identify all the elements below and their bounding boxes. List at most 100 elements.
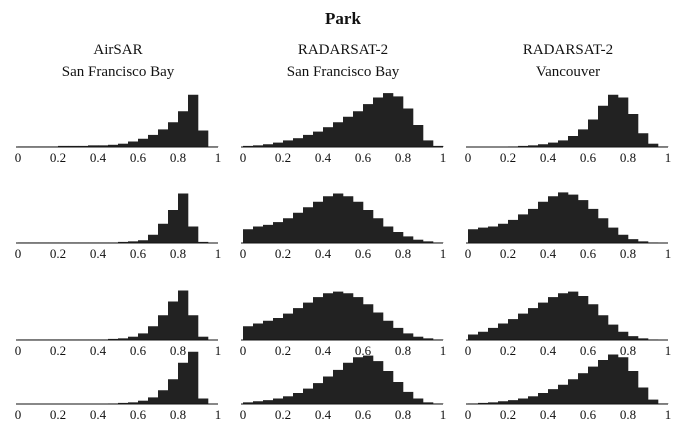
histogram-bar bbox=[478, 227, 489, 243]
histogram-bar bbox=[118, 143, 129, 147]
x-tick-label: 1 bbox=[440, 343, 447, 358]
histogram-bar bbox=[323, 196, 334, 243]
histogram-bar bbox=[178, 362, 189, 404]
x-tick-label: 1 bbox=[440, 407, 447, 422]
histogram-bar bbox=[138, 333, 149, 340]
histogram-bar bbox=[188, 94, 199, 147]
histogram-bar bbox=[363, 355, 374, 404]
histogram-bar bbox=[588, 119, 599, 147]
histogram-bar bbox=[433, 145, 444, 147]
histogram-bar bbox=[313, 201, 324, 243]
histogram-bar bbox=[558, 192, 569, 243]
histogram-bar bbox=[353, 297, 364, 340]
histogram-bar bbox=[168, 210, 179, 243]
histogram-bar bbox=[188, 226, 199, 243]
histogram-bar bbox=[598, 315, 609, 340]
histogram-bar bbox=[498, 323, 509, 340]
histogram-bar bbox=[488, 226, 499, 243]
histogram-bar bbox=[303, 134, 314, 147]
histogram-bar bbox=[618, 357, 629, 404]
x-tick-label: 0.8 bbox=[170, 407, 186, 422]
histogram-bar bbox=[198, 336, 209, 340]
histogram-bar bbox=[243, 145, 254, 147]
histogram-bar bbox=[283, 218, 294, 243]
x-tick-label: 0.4 bbox=[90, 343, 107, 358]
x-tick-label: 0.8 bbox=[170, 343, 186, 358]
histogram-bar bbox=[263, 224, 274, 243]
x-tick-label: 0.2 bbox=[275, 407, 291, 422]
histogram-bar bbox=[548, 297, 559, 340]
histogram-bar bbox=[343, 362, 354, 404]
x-tick-label: 0 bbox=[465, 343, 472, 358]
x-tick-label: 0.6 bbox=[580, 343, 597, 358]
histogram-bar bbox=[383, 371, 394, 404]
panel-title: AirSAR bbox=[93, 42, 142, 58]
x-tick-label: 0.2 bbox=[500, 246, 516, 261]
x-tick-label: 0.6 bbox=[355, 150, 372, 165]
histogram-bar bbox=[138, 240, 149, 243]
x-tick-label: 0 bbox=[240, 343, 247, 358]
x-tick-label: 0.4 bbox=[540, 343, 557, 358]
histogram-bar bbox=[138, 138, 149, 147]
x-tick-label: 1 bbox=[665, 246, 672, 261]
histogram-bar bbox=[518, 145, 529, 147]
histogram-bar bbox=[283, 396, 294, 404]
histogram-bar bbox=[273, 142, 284, 147]
figure-title: Park bbox=[325, 9, 361, 28]
histogram-bar bbox=[578, 129, 589, 147]
histogram-bar bbox=[518, 398, 529, 404]
histogram-bar bbox=[488, 327, 499, 340]
histogram-bar bbox=[273, 318, 284, 340]
histogram-bar bbox=[313, 383, 324, 404]
histogram-bar bbox=[158, 390, 169, 404]
histogram-bar bbox=[528, 145, 539, 147]
histogram-bar bbox=[423, 241, 434, 243]
histogram-bar bbox=[528, 308, 539, 340]
histogram-bar bbox=[303, 207, 314, 243]
x-tick-label: 1 bbox=[665, 343, 672, 358]
panel-subtitle: San Francisco Bay bbox=[62, 64, 175, 80]
histogram-bar bbox=[313, 297, 324, 340]
x-tick-label: 1 bbox=[215, 343, 222, 358]
x-tick-label: 0.2 bbox=[500, 407, 516, 422]
histogram-bar bbox=[598, 218, 609, 243]
histogram-bar bbox=[363, 104, 374, 147]
x-tick-label: 0.8 bbox=[620, 246, 636, 261]
x-tick-label: 0.4 bbox=[315, 407, 332, 422]
histogram-bar bbox=[243, 326, 254, 340]
histogram-bar bbox=[638, 133, 649, 147]
x-tick-label: 1 bbox=[215, 150, 222, 165]
histogram-bar bbox=[468, 229, 479, 243]
x-tick-label: 0.6 bbox=[130, 150, 147, 165]
histogram-bar bbox=[403, 108, 414, 147]
histogram-bar bbox=[323, 127, 334, 147]
histogram-bar bbox=[188, 315, 199, 340]
histogram-bar bbox=[403, 391, 414, 404]
histogram-bar bbox=[578, 373, 589, 404]
histogram-bar bbox=[148, 397, 159, 404]
histogram-bar bbox=[498, 223, 509, 243]
histogram-bar bbox=[253, 323, 264, 340]
histogram-bar bbox=[373, 218, 384, 243]
histogram-bar bbox=[198, 130, 209, 147]
histogram-bar bbox=[598, 360, 609, 404]
x-tick-label: 0.6 bbox=[355, 246, 372, 261]
histogram-bar bbox=[538, 393, 549, 404]
panel-title: RADARSAT-2 bbox=[523, 42, 613, 58]
histogram-bar bbox=[293, 138, 304, 147]
x-tick-label: 0.4 bbox=[540, 407, 557, 422]
x-tick-label: 0.2 bbox=[275, 343, 291, 358]
histogram-bar bbox=[518, 313, 529, 340]
histogram-bar bbox=[413, 125, 424, 147]
x-tick-label: 0 bbox=[240, 246, 247, 261]
histogram-bar bbox=[538, 302, 549, 340]
histogram-bar bbox=[588, 304, 599, 340]
histogram-bar bbox=[648, 399, 659, 404]
histogram-bar bbox=[178, 193, 189, 243]
x-tick-label: 0.8 bbox=[395, 407, 411, 422]
histogram-bar bbox=[343, 293, 354, 340]
histogram-bar bbox=[403, 333, 414, 340]
histogram-bar bbox=[323, 376, 334, 404]
panel-subtitle: Vancouver bbox=[536, 64, 600, 80]
